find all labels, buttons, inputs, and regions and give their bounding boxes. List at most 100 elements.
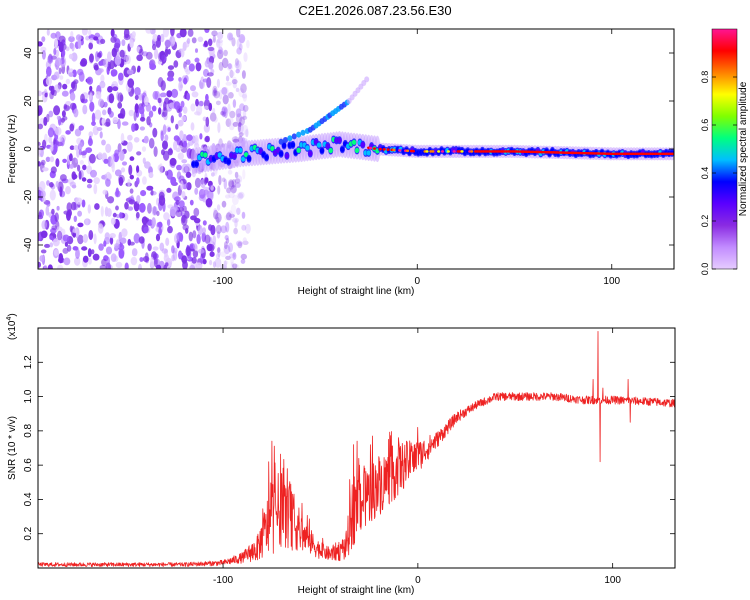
noise-blob <box>38 90 42 97</box>
noise-blob <box>63 257 71 266</box>
noise-blob <box>220 264 227 269</box>
figure-title: C2E1.2026.087.23.56.E30 <box>298 3 451 18</box>
noise-blob <box>94 109 102 120</box>
line-core <box>243 152 249 158</box>
noise-blob <box>205 198 213 208</box>
noise-blob <box>227 103 231 114</box>
spectrogram-x-ticks: -100 0 100 <box>213 29 621 287</box>
noise-blob <box>103 240 107 247</box>
noise-blob <box>67 209 72 217</box>
noise-blob <box>242 115 248 120</box>
x-tick-label: 100 <box>603 276 620 287</box>
line-peak <box>425 150 429 153</box>
line-peak <box>431 150 435 153</box>
noise-blob <box>133 110 137 122</box>
noise-blob <box>216 40 223 48</box>
noise-blob <box>114 149 120 156</box>
line-peak <box>372 147 377 150</box>
noise-blob <box>115 205 119 211</box>
noise-blob <box>55 57 62 67</box>
noise-blob <box>207 38 213 47</box>
noise-blob <box>181 215 186 224</box>
noise-blob <box>59 186 63 197</box>
noise-blob <box>242 104 249 112</box>
noise-blob <box>104 121 111 127</box>
noise-blob <box>119 150 125 161</box>
noise-blob <box>180 48 185 58</box>
spectrogram-x-label: Height of straight line (km) <box>298 286 415 297</box>
noise-blob <box>158 195 166 206</box>
noise-blob <box>175 123 179 130</box>
noise-blob <box>228 117 234 124</box>
noise-blob <box>112 86 119 92</box>
noise-blob <box>183 140 187 148</box>
noise-blob <box>178 80 183 92</box>
noise-blob <box>221 57 229 69</box>
noise-blob <box>110 253 117 262</box>
noise-blob <box>215 253 221 260</box>
noise-blob <box>169 157 177 166</box>
noise-blob <box>241 70 246 79</box>
noise-blob <box>160 33 165 43</box>
noise-blob <box>225 81 232 86</box>
noise-blob <box>236 192 243 199</box>
noise-blob <box>228 213 235 218</box>
noise-blob <box>88 29 92 36</box>
noise-blob <box>62 83 68 90</box>
noise-blob <box>143 96 149 106</box>
noise-blob <box>188 231 193 242</box>
noise-blob <box>222 111 227 117</box>
noise-blob <box>110 29 115 37</box>
noise-blob <box>232 121 239 127</box>
noise-blob <box>98 98 105 108</box>
line-core <box>316 142 322 148</box>
line-core <box>270 145 275 152</box>
noise-blob <box>139 257 144 262</box>
branch-cell <box>296 131 302 138</box>
noise-blob <box>42 139 47 149</box>
noise-blob <box>55 31 61 39</box>
y-tick-label: 0.2 <box>23 526 34 540</box>
noise-blob <box>62 158 67 163</box>
noise-blob <box>123 34 131 41</box>
noise-blob <box>127 178 131 187</box>
noise-blob <box>239 103 245 112</box>
colorbar-label: Normalized spectral amplitude <box>738 81 749 216</box>
noise-blob <box>195 262 203 269</box>
y-tick-label: 0.4 <box>23 492 34 506</box>
noise-blob <box>225 75 230 82</box>
noise-blob <box>205 93 209 102</box>
noise-blob <box>157 97 162 104</box>
line-core <box>354 147 360 154</box>
noise-blob <box>77 210 82 217</box>
noise-blob <box>82 234 88 243</box>
noise-blob <box>186 38 191 44</box>
noise-blob <box>135 211 140 219</box>
noise-blob <box>95 91 101 99</box>
noise-blob <box>112 116 119 124</box>
noise-blob <box>213 208 217 214</box>
noise-blob <box>217 49 224 60</box>
noise-blob <box>229 253 236 259</box>
noise-blob <box>236 175 243 184</box>
colorbar-ticks: 0.0 0.2 0.4 0.6 0.8 <box>700 71 737 275</box>
noise-blob <box>121 228 128 238</box>
noise-blob <box>114 243 120 249</box>
noise-blob <box>216 247 221 254</box>
noise-blob <box>192 249 199 258</box>
noise-blob <box>45 205 50 216</box>
noise-blob <box>118 174 125 184</box>
noise-blob <box>232 76 237 83</box>
noise-blob <box>194 142 200 149</box>
noise-blob <box>212 107 216 114</box>
noise-blob <box>65 186 71 195</box>
noise-blob <box>95 56 100 62</box>
noise-blob <box>158 163 164 174</box>
noise-blob <box>211 30 218 37</box>
noise-blob <box>130 256 138 266</box>
noise-blob <box>194 111 201 116</box>
noise-blob <box>234 218 238 228</box>
noise-blob <box>100 38 106 45</box>
y-tick-label: 0.8 <box>23 423 34 437</box>
noise-blob <box>38 233 42 242</box>
